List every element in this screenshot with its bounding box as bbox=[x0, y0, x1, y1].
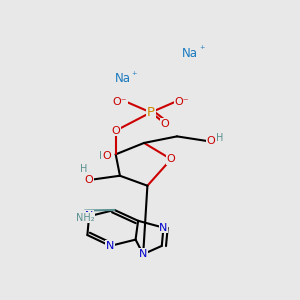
Text: O: O bbox=[167, 154, 176, 164]
Text: O⁻: O⁻ bbox=[112, 97, 127, 107]
Text: O: O bbox=[111, 126, 120, 136]
Text: O: O bbox=[85, 175, 93, 185]
Text: O: O bbox=[207, 136, 215, 146]
Text: O: O bbox=[161, 118, 170, 129]
Text: N: N bbox=[139, 249, 147, 259]
Text: Na: Na bbox=[115, 72, 130, 85]
Text: O: O bbox=[102, 151, 111, 161]
Text: Na: Na bbox=[182, 46, 198, 60]
Text: H: H bbox=[216, 133, 223, 143]
Text: P: P bbox=[147, 106, 155, 119]
Text: N: N bbox=[159, 223, 168, 232]
Text: N: N bbox=[106, 241, 114, 251]
Text: O⁻: O⁻ bbox=[175, 97, 189, 107]
Text: ⁺: ⁺ bbox=[131, 71, 137, 81]
Text: H: H bbox=[99, 151, 106, 161]
Text: H: H bbox=[80, 164, 88, 174]
Text: N: N bbox=[85, 211, 93, 221]
Text: NH₂: NH₂ bbox=[76, 213, 94, 223]
Text: ⁺: ⁺ bbox=[199, 45, 205, 55]
